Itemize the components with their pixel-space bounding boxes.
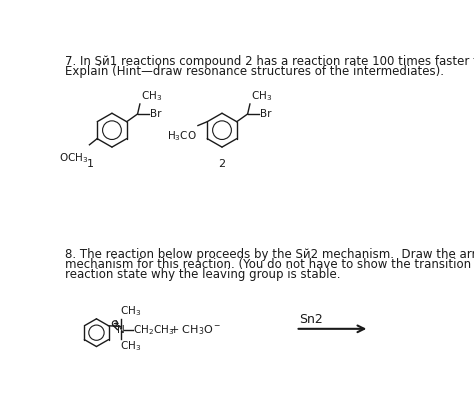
Text: CH$_3$: CH$_3$ — [141, 90, 162, 103]
Text: CH$_3$: CH$_3$ — [251, 90, 272, 103]
Text: 8. The reaction below proceeds by the Sй2 mechanism.  Draw the arrow pushing: 8. The reaction below proceeds by the Sй… — [65, 248, 474, 261]
Text: Br: Br — [260, 109, 272, 119]
Text: Explain (Hint—draw resonance structures of the intermediates).: Explain (Hint—draw resonance structures … — [65, 65, 445, 79]
Text: reaction state why the leaving group is stable.: reaction state why the leaving group is … — [65, 268, 341, 281]
Text: H$_3$CO: H$_3$CO — [167, 129, 196, 143]
Text: 2: 2 — [218, 159, 225, 169]
Text: + CH$_3$O$^-$: + CH$_3$O$^-$ — [169, 323, 222, 337]
Text: 7. In Sй1 reactions compound 2 has a reaction rate 100 times faster than compoun: 7. In Sй1 reactions compound 2 has a rea… — [65, 55, 474, 69]
Text: +: + — [112, 319, 118, 328]
Text: OCH$_3$: OCH$_3$ — [58, 151, 88, 165]
Text: Br: Br — [150, 109, 162, 119]
Text: CH$_2$CH$_3$: CH$_2$CH$_3$ — [133, 323, 174, 337]
Text: mechanism for this reaction. (You do not have to show the transition state).  Fo: mechanism for this reaction. (You do not… — [65, 258, 474, 271]
Text: CH$_3$: CH$_3$ — [120, 339, 141, 353]
Text: N: N — [118, 325, 125, 335]
Text: 1: 1 — [87, 159, 94, 169]
Text: CH$_3$: CH$_3$ — [120, 304, 141, 318]
Text: Sn2: Sn2 — [300, 314, 323, 326]
